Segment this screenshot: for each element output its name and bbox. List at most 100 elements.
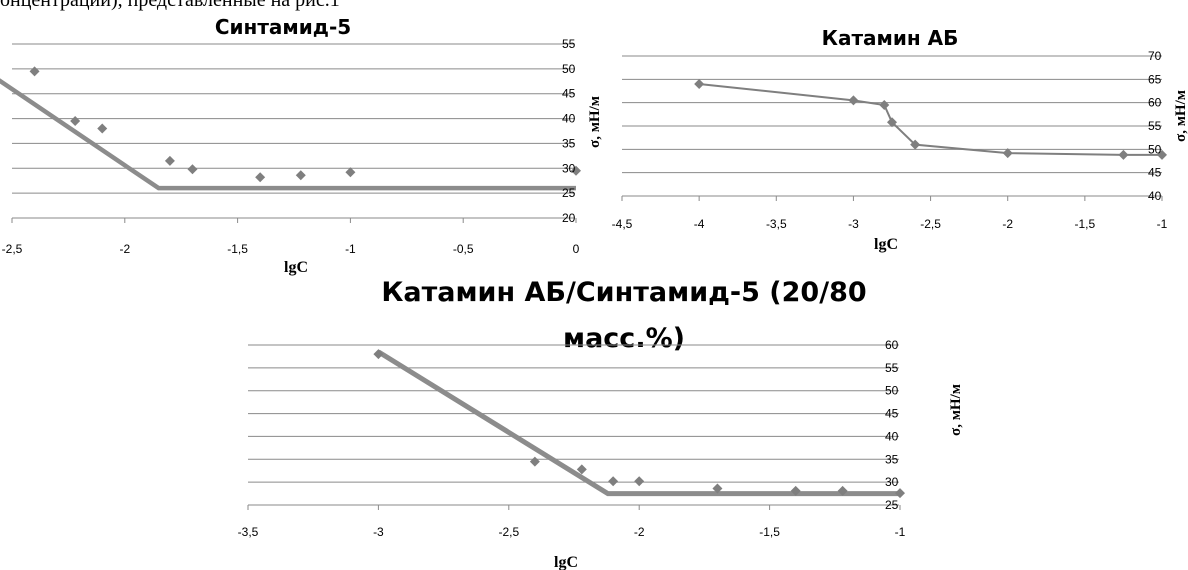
grid — [247, 344, 901, 510]
y-tick-label: 30 — [885, 475, 899, 489]
y-tick-label: 35 — [562, 136, 576, 150]
y-tick-label: 45 — [1148, 166, 1162, 180]
x-tick-label: -1,5 — [759, 525, 780, 539]
data-series — [694, 79, 1167, 160]
y-tick-label: 70 — [1148, 49, 1162, 63]
y-tick-label: 25 — [885, 498, 899, 512]
data-series — [29, 66, 581, 183]
data-point — [634, 476, 645, 487]
data-point — [910, 139, 921, 150]
data-point — [571, 165, 581, 176]
y-axis-label: σ, мН/м — [587, 96, 603, 148]
x-axis-label: lgC — [284, 259, 308, 276]
y-tick-label: 40 — [562, 112, 576, 126]
y-tick-label: 55 — [885, 361, 899, 375]
chart-title: Катамин АБ — [822, 26, 959, 50]
chart-mixture: Катамин АБ/Синтамид-5 (20/80 масс.%) 25 3… — [238, 277, 964, 570]
y-tick-label: 50 — [885, 384, 899, 398]
data-point — [70, 116, 81, 127]
data-point — [187, 164, 198, 175]
x-ticks: -3,5 -3 -2,5 -2 -1,5 -1 — [238, 525, 906, 539]
y-tick-label: 55 — [562, 37, 576, 51]
x-tick-label: -2,5 — [498, 525, 519, 539]
y-tick-label: 60 — [1148, 96, 1162, 110]
x-axis-label: lgC — [874, 236, 898, 253]
y-tick-label: 35 — [885, 452, 899, 466]
x-tick-label: -4 — [694, 217, 705, 231]
x-ticks: -2,5 -2 -1,5 -1 -0,5 0 — [2, 242, 580, 256]
y-tick-label: 45 — [885, 407, 899, 421]
y-axis-label: σ, мН/м — [1173, 90, 1188, 142]
data-point — [29, 66, 40, 77]
x-tick-label: -4,5 — [612, 217, 633, 231]
caption-text: онцентраций), представленные на рис.1 — [0, 0, 340, 11]
trend-line — [0, 78, 576, 191]
x-axis-label: lgC — [554, 554, 578, 570]
data-point — [1157, 149, 1167, 160]
data-point — [608, 476, 619, 487]
x-tick-label: -2,5 — [2, 242, 23, 256]
x-tick-label: -1 — [345, 242, 356, 256]
chart-title-line2: масс.%) — [563, 323, 685, 354]
x-tick-label: -3,5 — [238, 525, 259, 539]
trend-line-path — [377, 349, 900, 497]
x-tick-label: -2 — [119, 242, 130, 256]
y-ticks: 25 30 35 40 45 50 55 60 — [885, 338, 899, 512]
data-point — [790, 485, 801, 496]
data-point — [529, 456, 540, 467]
y-ticks: 20 25 30 35 40 45 50 55 — [562, 37, 576, 225]
chart-title: Катамин АБ/Синтамид-5 (20/80 — [381, 277, 866, 308]
chart-katamin: Катамин АБ 40 45 50 55 60 65 70 -4,5 -4 -3,5 -3 -2… — [612, 26, 1188, 253]
x-tick-label: 0 — [573, 242, 580, 256]
x-tick-label: -3 — [373, 525, 384, 539]
data-point — [848, 95, 859, 106]
data-point — [345, 167, 356, 178]
x-tick-label: -2 — [634, 525, 645, 539]
data-point — [576, 464, 587, 475]
data-point — [164, 155, 175, 166]
data-point — [97, 123, 108, 134]
data-point — [1118, 149, 1129, 160]
x-tick-label: -1 — [1157, 217, 1168, 231]
x-tick-label: -2,5 — [920, 217, 941, 231]
data-point — [373, 349, 384, 360]
y-axis-label: σ, мН/м — [948, 384, 964, 436]
data-point — [887, 117, 897, 128]
y-ticks: 40 45 50 55 60 65 70 — [1148, 49, 1162, 203]
y-tick-label: 45 — [562, 87, 576, 101]
data-series — [373, 349, 905, 499]
y-tick-label: 50 — [562, 62, 576, 76]
trend-line — [377, 349, 900, 497]
data-point — [1002, 148, 1013, 159]
x-tick-label: -1,5 — [1075, 217, 1096, 231]
y-tick-label: 20 — [562, 211, 576, 225]
x-tick-label: -3 — [848, 217, 859, 231]
y-tick-label: 30 — [562, 161, 576, 175]
y-tick-label: 50 — [1148, 142, 1162, 156]
data-point — [255, 172, 266, 183]
x-tick-label: -0,5 — [453, 242, 474, 256]
y-tick-label: 60 — [885, 338, 899, 352]
y-tick-label: 25 — [562, 186, 576, 200]
chart-title: Синтамид-5 — [215, 15, 351, 39]
y-tick-label: 40 — [885, 429, 899, 443]
series-line — [699, 83, 1162, 156]
grid — [11, 43, 577, 223]
data-point — [837, 485, 848, 496]
y-tick-label: 65 — [1148, 72, 1162, 86]
grid — [621, 55, 1163, 201]
y-tick-label: 40 — [1148, 189, 1162, 203]
data-point — [694, 79, 705, 89]
chart-syntamid: Синтамид-5 20 25 30 35 40 45 50 55 -2,5 -2 -1,5 -1… — [0, 15, 603, 276]
y-tick-label: 55 — [1148, 119, 1162, 133]
data-point — [712, 483, 723, 494]
x-tick-label: -1 — [895, 525, 906, 539]
x-ticks: -4,5 -4 -3,5 -3 -2,5 -2 -1,5 -1 — [612, 217, 1168, 231]
data-point — [879, 100, 890, 110]
x-tick-label: -1,5 — [227, 242, 248, 256]
data-point — [295, 170, 306, 181]
trend-line-path — [0, 78, 576, 191]
x-tick-label: -3,5 — [766, 217, 787, 231]
x-tick-label: -2 — [1002, 217, 1013, 231]
